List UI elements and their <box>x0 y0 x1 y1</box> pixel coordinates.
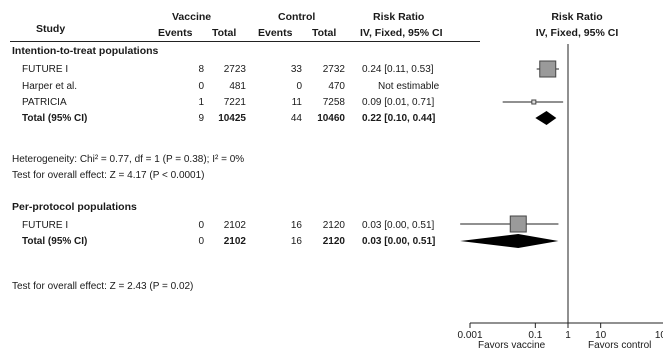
control-events: 0 <box>296 81 302 92</box>
control-events: 33 <box>290 64 302 75</box>
x-tick-label: 0.1 <box>528 330 542 341</box>
study-marker <box>539 60 557 78</box>
overall-effect-text: Test for overall effect: Z = 4.17 (P < 0… <box>12 170 205 181</box>
vaccine-events: 9 <box>198 113 204 124</box>
control-total: 7258 <box>322 97 345 108</box>
vaccine-total: 481 <box>229 81 246 92</box>
control-total: 2120 <box>322 220 345 231</box>
vaccine-events: 8 <box>198 64 204 75</box>
x-tick-label: 10 <box>595 330 607 341</box>
vaccine-events: 1 <box>198 97 204 108</box>
plot-title: Risk Ratio <box>551 11 603 23</box>
total-label: Total (95% CI) <box>22 236 88 247</box>
study-name: FUTURE I <box>22 64 69 75</box>
risk-ratio-value: 0.03 [0.00, 0.51] <box>362 236 436 247</box>
vaccine-events: 0 <box>198 236 204 247</box>
study-header: Study <box>36 23 66 35</box>
control-total: 2732 <box>322 64 345 75</box>
risk-ratio-value: 0.09 [0.01, 0.71] <box>362 97 435 108</box>
x-tick-label: 1 <box>565 330 571 341</box>
control-events-header: Events <box>258 27 293 39</box>
vaccine-total: 2102 <box>223 236 246 247</box>
risk-ratio-value: 0.03 [0.00, 0.51] <box>362 220 435 231</box>
vaccine-events: 0 <box>198 220 204 231</box>
vaccine-total-header: Total <box>212 27 237 39</box>
header-rule <box>10 41 480 42</box>
section-title-per-protocol: Per-protocol populations <box>12 201 137 213</box>
study-marker <box>531 99 537 105</box>
control-header: Control <box>278 11 316 23</box>
study-marker <box>509 215 527 233</box>
plot-method: IV, Fixed, 95% CI <box>535 27 619 39</box>
risk-ratio-header: Risk Ratio <box>373 11 425 23</box>
control-events: 44 <box>290 113 302 124</box>
vaccine-total: 2723 <box>223 64 246 75</box>
control-total-header: Total <box>312 27 337 39</box>
risk-ratio-method-header: IV, Fixed, 95% CI <box>360 27 443 39</box>
study-name: Harper et al. <box>22 81 78 92</box>
control-events: 16 <box>290 220 302 231</box>
vaccine-total: 7221 <box>223 97 246 108</box>
total-label: Total (95% CI) <box>22 113 88 124</box>
summary-diamond <box>460 234 559 248</box>
study-name: PATRICIA <box>22 97 67 108</box>
vaccine-total: 10425 <box>218 113 246 124</box>
summary-diamond <box>535 111 557 125</box>
vaccine-total: 2102 <box>223 220 246 231</box>
heterogeneity-text: Heterogeneity: Chi² = 0.77, df = 1 (P = … <box>12 154 245 165</box>
control-events: 16 <box>290 236 302 247</box>
favors-control-label: Favors control <box>588 340 652 351</box>
control-events: 11 <box>291 97 302 108</box>
x-tick-label: 1000 <box>655 330 663 341</box>
study-name: FUTURE I <box>22 220 69 231</box>
overall-effect-text: Test for overall effect: Z = 2.43 (P = 0… <box>12 281 194 292</box>
vaccine-events-header: Events <box>158 27 193 39</box>
control-total: 10460 <box>317 113 345 124</box>
control-total: 2120 <box>322 236 345 247</box>
risk-ratio-value: 0.24 [0.11, 0.53] <box>362 64 434 75</box>
control-total: 470 <box>328 81 345 92</box>
section-title-itt: Intention-to-treat populations <box>12 45 159 57</box>
risk-ratio-value: 0.22 [0.10, 0.44] <box>362 113 436 124</box>
x-tick-label: 0.001 <box>457 330 482 341</box>
vaccine-header: Vaccine <box>172 11 212 23</box>
vaccine-events: 0 <box>198 81 204 92</box>
favors-vaccine-label: Favors vaccine <box>478 340 546 351</box>
risk-ratio-value: Not estimable <box>378 81 440 92</box>
